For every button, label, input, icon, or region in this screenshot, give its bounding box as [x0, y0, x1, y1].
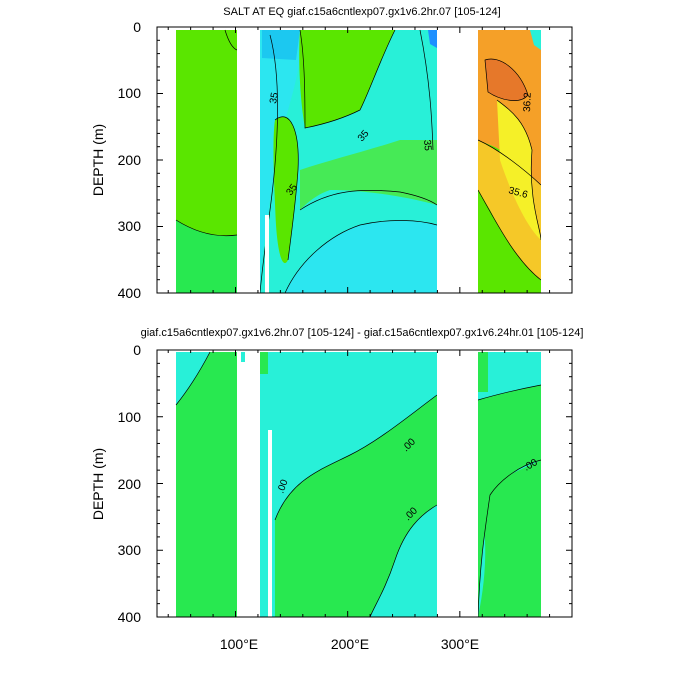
xtick-label-200: 200°E	[331, 636, 369, 652]
top-clabel-36-2: 36.2	[522, 92, 534, 112]
top-panel: SALT AT EQ giaf.c15a6cntlexp07.gx1v6.2hr…	[90, 6, 573, 301]
bottom-fill-atlantic-patch	[478, 352, 488, 392]
top-y-axis-label: DEPTH (m)	[90, 124, 106, 196]
bottom-land-gap-2	[268, 430, 272, 617]
bottom-fill-atlantic-green-b	[478, 460, 541, 617]
bottom-fill-atlantic-green-a	[478, 385, 541, 617]
top-ytick-label-100: 100	[118, 85, 142, 101]
xtick-label-300: 300°E	[441, 636, 479, 652]
top-land-gap-4	[541, 30, 556, 293]
top-axis-ticks	[157, 26, 572, 294]
bottom-land-masks	[237, 352, 556, 617]
bottom-panel-title: giaf.c15a6cntlexp07.gx1v6.2hr.07 [105-12…	[141, 327, 584, 339]
bottom-coast-sliver	[241, 352, 245, 362]
bottom-clabel-00-b: .00	[275, 478, 290, 495]
top-fill-central-green	[299, 30, 395, 128]
top-land-gap-1	[237, 30, 260, 293]
top-fill-atlantic-cyan-patch	[530, 30, 541, 50]
top-land-gap-2	[265, 215, 269, 293]
bottom-ytick-label-400: 400	[118, 609, 142, 625]
top-fill-blue-patch	[428, 30, 437, 48]
top-fill-atlantic-dark-orange	[485, 59, 528, 101]
top-ytick-label-400: 400	[118, 285, 142, 301]
bottom-contour-lines	[175, 351, 542, 618]
top-fill-west-deep	[176, 220, 237, 293]
bottom-contour-fill	[176, 352, 541, 617]
xtick-label-100: 100°E	[220, 636, 258, 652]
top-clabel-35-c: 35	[421, 139, 433, 151]
bottom-panel: giaf.c15a6cntlexp07.gx1v6.2hr.07 [105-12…	[90, 327, 583, 652]
bottom-ytick-label-0: 0	[133, 342, 141, 358]
top-ytick-label-200: 200	[118, 152, 142, 168]
bottom-y-axis-label: DEPTH (m)	[90, 448, 106, 520]
bottom-land-gap-4	[541, 352, 556, 617]
top-clabel-35-a: 35	[268, 91, 281, 104]
top-fill-atlantic-deep	[478, 190, 541, 293]
top-clabel-35-6: 35.6	[507, 185, 529, 201]
top-fill-atlantic-yellow	[497, 100, 541, 240]
bottom-land-gap-3	[437, 352, 478, 617]
top-fill-sky-patch	[262, 30, 300, 60]
top-fill-central-deep	[285, 220, 437, 293]
bottom-fill-small-green	[260, 352, 268, 374]
top-panel-title: SALT AT EQ giaf.c15a6cntlexp07.gx1v6.2hr…	[223, 6, 500, 18]
top-ytick-label-0: 0	[133, 19, 141, 35]
bottom-ytick-label-100: 100	[118, 409, 142, 425]
top-contour-lines	[175, 29, 542, 294]
bottom-ytick-label-300: 300	[118, 542, 142, 558]
top-fill-central-aqua	[260, 30, 301, 293]
top-land-masks	[237, 30, 556, 293]
bottom-axis-ticks	[157, 349, 572, 618]
top-contour-fill	[176, 30, 541, 293]
top-land-gap-3	[437, 30, 478, 293]
bottom-ytick-label-200: 200	[118, 476, 142, 492]
top-ytick-label-300: 300	[118, 218, 142, 234]
bottom-fill-west-green	[176, 352, 237, 617]
bottom-land-gap-1	[237, 352, 260, 617]
bottom-fill-central-green	[275, 395, 437, 617]
